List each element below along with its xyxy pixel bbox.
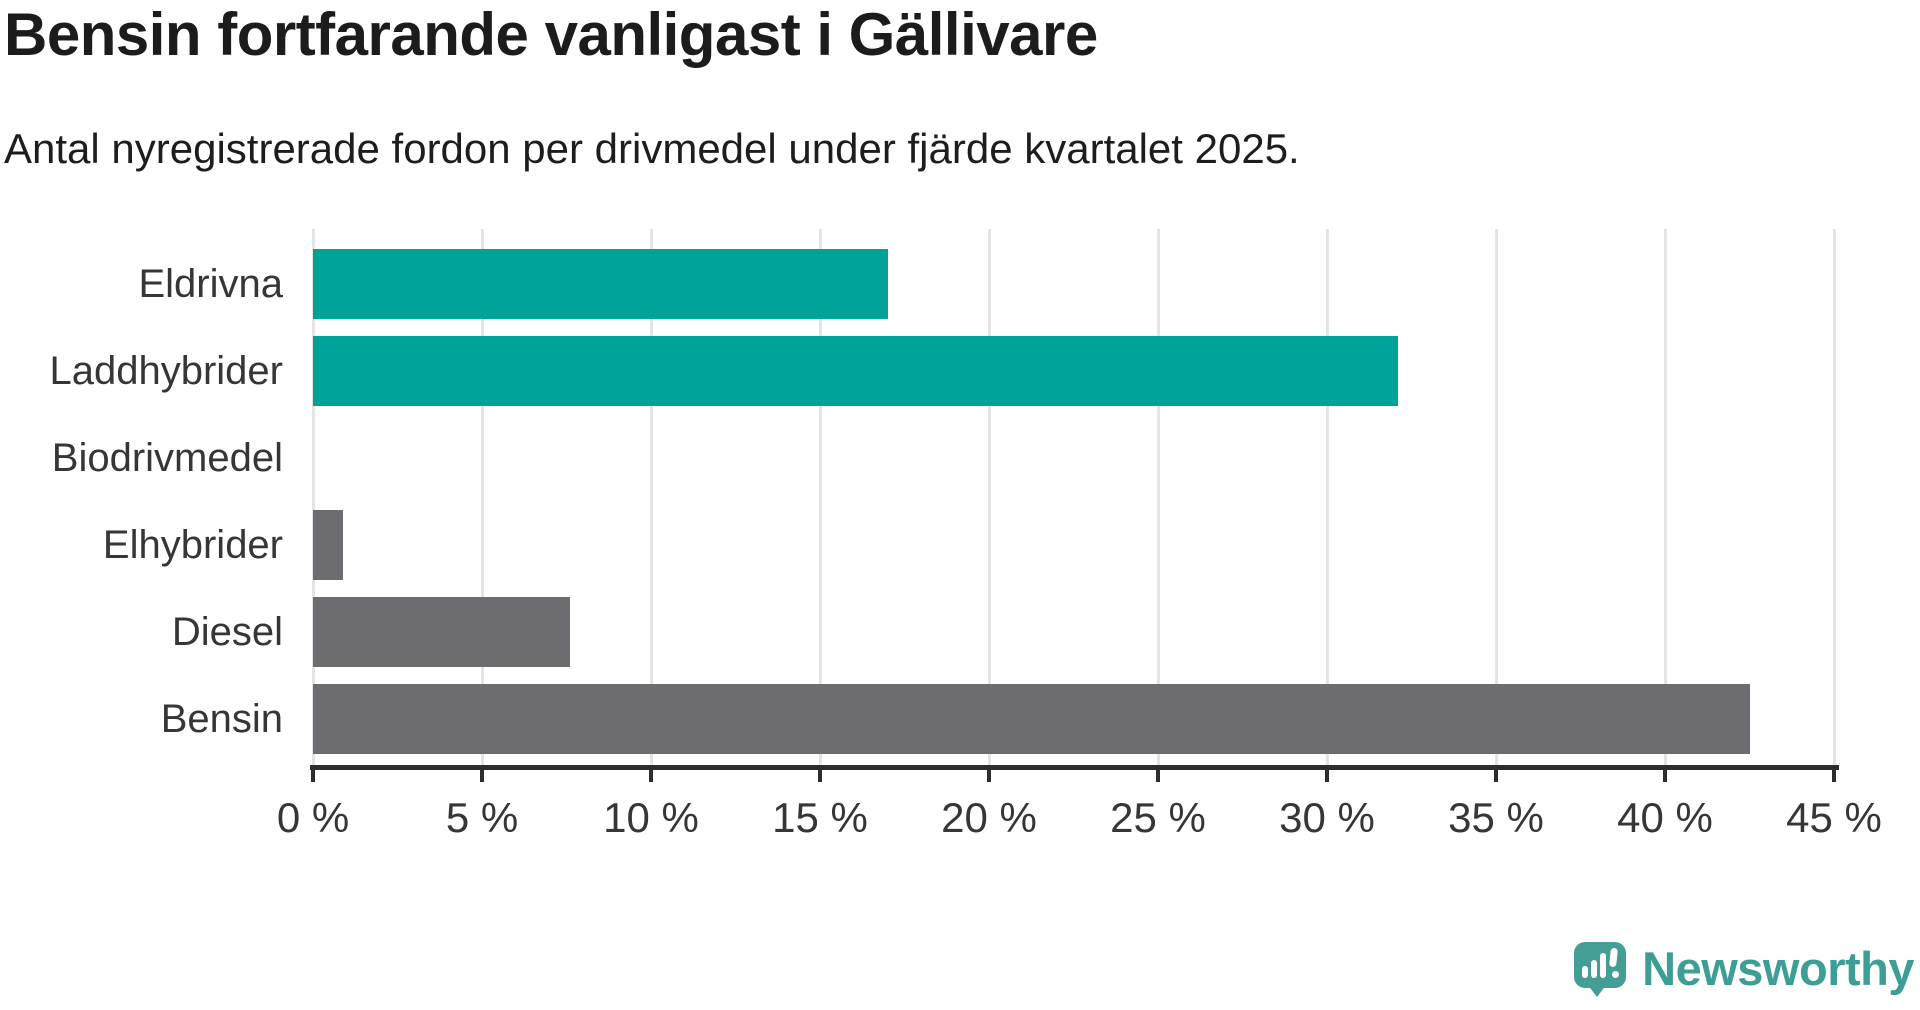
gridline xyxy=(1833,229,1836,768)
newsworthy-speech-bubble-icon xyxy=(1574,938,1627,998)
x-tick-label: 40 % xyxy=(1617,794,1713,841)
axis-tick xyxy=(649,766,653,782)
brand-logo: Newsworthy xyxy=(1574,938,1914,998)
x-tick-label: 15 % xyxy=(772,794,868,841)
category-label: Bensin xyxy=(160,697,283,741)
x-axis-line xyxy=(310,765,1839,770)
x-tick-label: 20 % xyxy=(941,794,1037,841)
axis-tick xyxy=(1494,766,1498,782)
bubble-tail xyxy=(1587,984,1608,997)
gridline xyxy=(819,229,822,768)
category-label: Laddhybrider xyxy=(49,349,284,393)
axis-tick xyxy=(1832,766,1836,782)
axis-tick xyxy=(1156,766,1160,782)
x-tick-label: 10 % xyxy=(603,794,699,841)
axis-tick xyxy=(1325,766,1329,782)
category-label: Elhybrider xyxy=(102,523,283,567)
gridline xyxy=(481,229,484,768)
x-tick-label: 25 % xyxy=(1110,794,1206,841)
category-label: Biodrivmedel xyxy=(51,436,283,480)
gridline xyxy=(1664,229,1667,768)
axis-tick xyxy=(818,766,822,782)
gridline xyxy=(312,229,315,768)
x-tick-label: 0 % xyxy=(276,794,350,841)
category-label: Eldrivna xyxy=(138,262,283,306)
chart-title: Bensin fortfarande vanligast i Gällivare xyxy=(4,1,1098,68)
exclamation-dot-icon xyxy=(1612,971,1620,978)
logo-bar-icon xyxy=(1591,960,1598,978)
gridline xyxy=(1495,229,1498,768)
axis-tick xyxy=(1663,766,1667,782)
bar xyxy=(313,684,1750,754)
x-tick-label: 5 % xyxy=(445,794,519,841)
chart-subtitle: Antal nyregistrerade fordon per drivmede… xyxy=(4,125,1300,172)
bar xyxy=(313,510,344,580)
bar xyxy=(313,597,570,667)
axis-tick xyxy=(480,766,484,782)
x-tick-label: 35 % xyxy=(1448,794,1544,841)
gridline xyxy=(1157,229,1160,768)
axis-tick xyxy=(987,766,991,782)
gridline xyxy=(650,229,653,768)
gridline xyxy=(1326,229,1329,768)
bar xyxy=(313,336,1398,406)
bar xyxy=(313,249,888,319)
x-tick-label: 45 % xyxy=(1786,794,1882,841)
logo-bar-icon xyxy=(1582,966,1589,978)
gridline xyxy=(988,229,991,768)
logo-bar-icon xyxy=(1600,953,1607,978)
x-tick-label: 30 % xyxy=(1279,794,1375,841)
category-label: Diesel xyxy=(171,610,283,654)
axis-tick xyxy=(311,766,315,782)
brand-name: Newsworthy xyxy=(1642,941,1914,995)
